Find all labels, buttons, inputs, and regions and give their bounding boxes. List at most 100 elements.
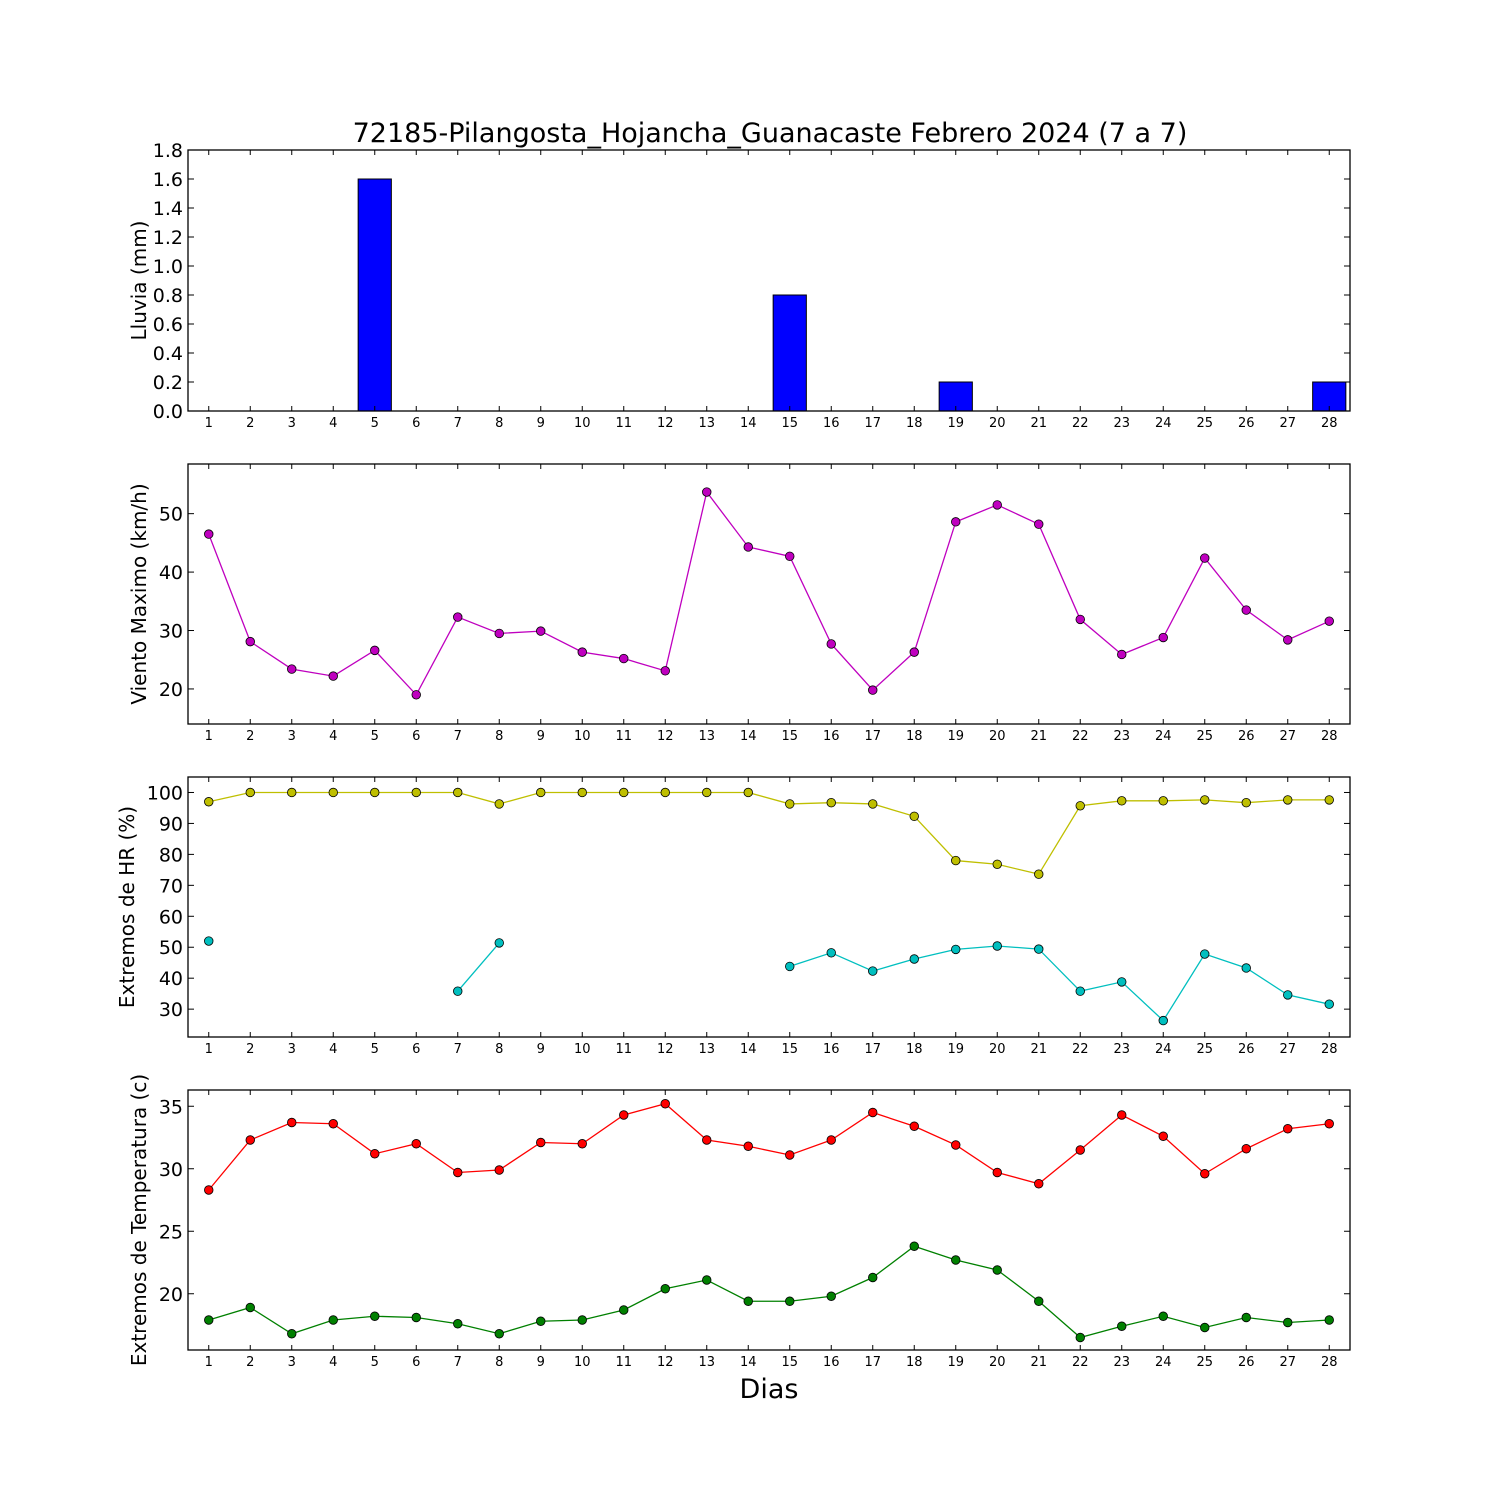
x-tick-label: 8 (495, 416, 503, 431)
x-tick-label: 24 (1155, 1042, 1172, 1057)
x-tick-label: 19 (947, 1042, 964, 1057)
series-1-point-day-10 (577, 787, 587, 798)
series-1-point-day-27 (1283, 1124, 1293, 1134)
x-tick-label: 8 (495, 1042, 503, 1057)
x-tick-label: 8 (495, 729, 503, 744)
x-tick-label: 6 (412, 1042, 420, 1057)
series-1-point-day-14 (743, 787, 753, 798)
series-1-line-1 (208, 1103, 1330, 1191)
series-2-point-day-23 (1117, 977, 1127, 987)
series-2-point-day-1 (204, 1315, 214, 1325)
y-axis-label: Extremos de Temperatura (c) (127, 1074, 151, 1366)
x-tick-label: 10 (574, 729, 591, 744)
x-tick-label: 9 (537, 729, 545, 744)
x-tick-label: 23 (1113, 729, 1130, 744)
series-2-point-day-25 (1200, 949, 1210, 959)
x-tick-label: 12 (657, 1042, 674, 1057)
y-tick-label: 1.2 (153, 227, 183, 249)
series-2-point-day-6 (411, 1312, 421, 1323)
series-1-point-day-21 (1034, 519, 1044, 529)
y-tick-label: 40 (159, 562, 183, 584)
x-tick-label: 6 (412, 1355, 420, 1370)
series-2-point-day-23 (1117, 1321, 1127, 1331)
series-1-point-day-10 (577, 1139, 587, 1149)
bar-day-15 (772, 294, 807, 412)
series-1-point-day-19 (951, 855, 961, 866)
series-1-point-day-2 (245, 1135, 255, 1145)
series-2-point-day-4 (328, 1315, 338, 1325)
x-tick-label: 1 (205, 416, 213, 431)
series-1-line-1 (208, 490, 1330, 696)
x-axis-label: Dias (740, 1374, 799, 1405)
x-tick-label: 20 (989, 416, 1006, 431)
plot-frame (187, 149, 1351, 412)
series-1-point-day-2 (245, 787, 255, 798)
x-tick-label: 4 (329, 1042, 337, 1057)
series-1-point-day-9 (536, 626, 546, 636)
series-2-point-day-10 (577, 1315, 587, 1325)
bar-day-5 (357, 178, 392, 412)
series-2-point-day-5 (370, 1311, 380, 1321)
panel-4: 1 2 3 4 5 6 7 8 9 10 11 12 13 14 15 16 17 18 19 20 21 22 23 24 2… (127, 1074, 1351, 1370)
series-1-point-day-14 (743, 542, 753, 552)
x-tick-label: 17 (864, 1042, 881, 1057)
x-tick-label: 17 (864, 416, 881, 431)
series-2-point-day-24 (1158, 1015, 1168, 1026)
x-tick-label: 26 (1238, 416, 1255, 431)
x-tick-label: 24 (1155, 1355, 1172, 1370)
series-1-point-day-23 (1117, 796, 1127, 806)
x-tick-label: 13 (698, 416, 715, 431)
y-tick-label: 80 (159, 844, 183, 866)
series-2-point-day-25 (1200, 1322, 1210, 1333)
x-tick-label: 15 (781, 1355, 798, 1370)
series-2-point-day-21 (1034, 1296, 1044, 1306)
x-tick-label: 1 (205, 1355, 213, 1370)
x-tick-label: 5 (371, 416, 379, 431)
series-2-point-day-14 (743, 1296, 753, 1306)
y-tick-label: 60 (159, 906, 183, 928)
series-1-point-day-8 (494, 1165, 504, 1175)
x-tick-label: 25 (1196, 416, 1213, 431)
series-1-point-day-24 (1158, 1131, 1168, 1141)
x-tick-label: 22 (1072, 729, 1089, 744)
x-tick-label: 2 (246, 1355, 254, 1370)
series-1-point-day-27 (1283, 795, 1293, 805)
series-1-point-day-7 (453, 1167, 463, 1178)
series-2-line-3 (789, 945, 1330, 1022)
series-2-point-day-19 (951, 1255, 961, 1265)
x-tick-label: 15 (781, 1042, 798, 1057)
series-1-point-day-11 (619, 1110, 629, 1120)
x-tick-label: 23 (1113, 1042, 1130, 1057)
y-tick-label: 50 (159, 937, 183, 959)
x-tick-label: 6 (412, 416, 420, 431)
series-1-point-day-11 (619, 653, 629, 664)
series-1-point-day-12 (660, 666, 670, 676)
series-1-point-day-13 (702, 787, 712, 798)
y-tick-label: 30 (159, 999, 183, 1021)
series-1-point-day-18 (909, 647, 919, 657)
series-1-point-day-25 (1200, 1169, 1210, 1179)
series-1-point-day-10 (577, 647, 587, 657)
x-tick-label: 11 (615, 416, 632, 431)
x-tick-label: 23 (1113, 416, 1130, 431)
x-tick-label: 21 (1030, 1355, 1047, 1370)
y-tick-label: 0.6 (153, 314, 183, 336)
x-tick-label: 2 (246, 1042, 254, 1057)
series-1-point-day-23 (1117, 1110, 1127, 1120)
y-tick-label: 1.4 (153, 198, 183, 220)
series-1-point-day-4 (328, 671, 338, 681)
x-tick-label: 9 (537, 416, 545, 431)
series-2-point-day-26 (1241, 1312, 1251, 1323)
x-tick-label: 11 (615, 1042, 632, 1057)
x-tick-label: 12 (657, 416, 674, 431)
series-1-point-day-7 (453, 787, 463, 798)
series-1-point-day-22 (1075, 614, 1085, 625)
series-2-point-day-7 (453, 1319, 463, 1329)
x-tick-label: 12 (657, 1355, 674, 1370)
x-tick-label: 23 (1113, 1355, 1130, 1370)
plot-frame (187, 776, 1351, 1038)
x-tick-label: 6 (412, 729, 420, 744)
series-1-point-day-17 (868, 1107, 878, 1118)
series-1-point-day-15 (785, 551, 795, 562)
